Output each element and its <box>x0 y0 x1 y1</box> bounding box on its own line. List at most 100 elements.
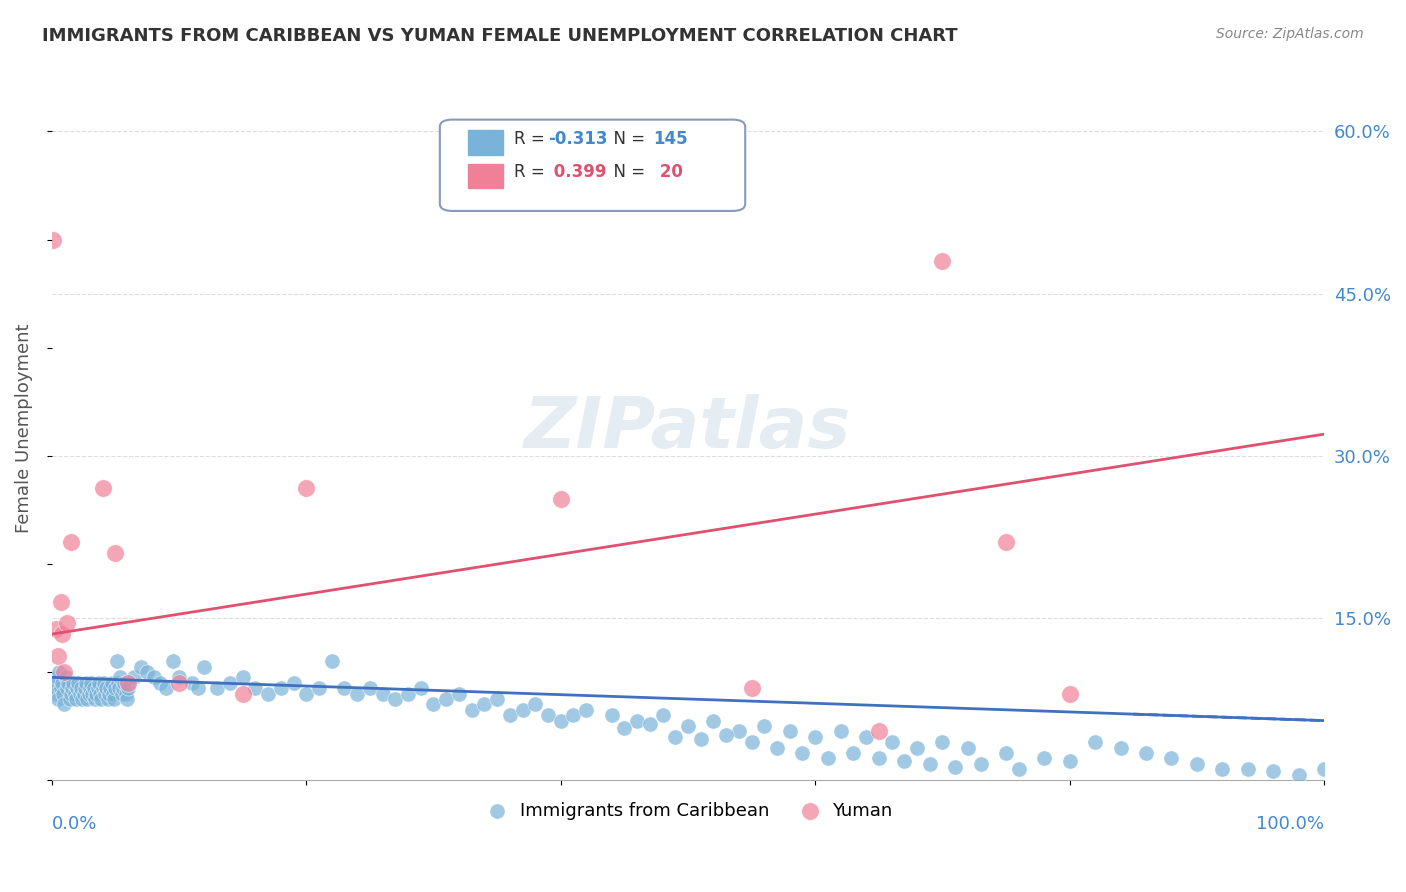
Immigrants from Caribbean <box>45 670 67 684</box>
Immigrants from Caribbean <box>792 746 814 760</box>
Immigrants from Caribbean <box>396 687 419 701</box>
Immigrants from Caribbean <box>84 692 107 706</box>
Immigrants from Caribbean <box>45 687 67 701</box>
Immigrants from Caribbean <box>65 692 87 706</box>
Immigrants from Caribbean <box>110 670 132 684</box>
Immigrants from Caribbean <box>205 681 228 695</box>
Immigrants from Caribbean <box>114 687 136 701</box>
Yuman <box>868 724 890 739</box>
Immigrants from Caribbean <box>359 681 381 695</box>
Immigrants from Caribbean <box>550 714 572 728</box>
Immigrants from Caribbean <box>60 681 83 695</box>
Immigrants from Caribbean <box>73 681 96 695</box>
Immigrants from Caribbean <box>98 687 121 701</box>
Immigrants from Caribbean <box>84 687 107 701</box>
Immigrants from Caribbean <box>96 681 118 695</box>
Yuman <box>45 622 67 636</box>
Immigrants from Caribbean <box>600 708 623 723</box>
Text: N =: N = <box>603 163 650 181</box>
Text: R =: R = <box>513 130 550 148</box>
Immigrants from Caribbean <box>562 708 585 723</box>
Yuman <box>550 491 572 506</box>
Text: -0.313: -0.313 <box>548 130 607 148</box>
Y-axis label: Female Unemployment: Female Unemployment <box>15 324 32 533</box>
Immigrants from Caribbean <box>111 687 134 701</box>
Text: ZIPatlas: ZIPatlas <box>524 394 852 463</box>
Immigrants from Caribbean <box>880 735 903 749</box>
Immigrants from Caribbean <box>384 692 406 706</box>
Immigrants from Caribbean <box>136 665 159 679</box>
Immigrants from Caribbean <box>486 692 509 706</box>
Yuman <box>232 687 254 701</box>
Yuman <box>995 535 1018 549</box>
Immigrants from Caribbean <box>830 724 852 739</box>
Immigrants from Caribbean <box>499 708 522 723</box>
Immigrants from Caribbean <box>931 735 953 749</box>
Immigrants from Caribbean <box>91 681 114 695</box>
Immigrants from Caribbean <box>51 675 73 690</box>
Immigrants from Caribbean <box>53 698 76 712</box>
Immigrants from Caribbean <box>918 756 941 771</box>
Immigrants from Caribbean <box>124 670 146 684</box>
Immigrants from Caribbean <box>664 730 686 744</box>
Immigrants from Caribbean <box>72 687 94 701</box>
Immigrants from Caribbean <box>333 681 356 695</box>
Immigrants from Caribbean <box>371 687 394 701</box>
Immigrants from Caribbean <box>270 681 292 695</box>
Yuman <box>931 254 953 268</box>
Immigrants from Caribbean <box>52 687 75 701</box>
Immigrants from Caribbean <box>613 721 636 735</box>
Immigrants from Caribbean <box>107 675 129 690</box>
Immigrants from Caribbean <box>893 754 915 768</box>
Immigrants from Caribbean <box>62 675 84 690</box>
Immigrants from Caribbean <box>295 687 318 701</box>
Immigrants from Caribbean <box>969 756 991 771</box>
Immigrants from Caribbean <box>87 675 110 690</box>
Immigrants from Caribbean <box>94 687 117 701</box>
Immigrants from Caribbean <box>162 654 184 668</box>
Yuman <box>295 481 318 495</box>
Yuman <box>1059 687 1081 701</box>
Yuman <box>104 546 127 560</box>
Yuman <box>117 675 139 690</box>
FancyBboxPatch shape <box>440 120 745 211</box>
Immigrants from Caribbean <box>905 740 928 755</box>
Immigrants from Caribbean <box>93 675 115 690</box>
Text: 20: 20 <box>654 163 682 181</box>
Yuman <box>53 665 76 679</box>
Immigrants from Caribbean <box>868 751 890 765</box>
Immigrants from Caribbean <box>779 724 801 739</box>
Immigrants from Caribbean <box>702 714 724 728</box>
Immigrants from Caribbean <box>77 687 100 701</box>
Immigrants from Caribbean <box>817 751 839 765</box>
Text: Source: ZipAtlas.com: Source: ZipAtlas.com <box>1216 27 1364 41</box>
Immigrants from Caribbean <box>101 687 124 701</box>
Immigrants from Caribbean <box>741 735 763 749</box>
Immigrants from Caribbean <box>409 681 432 695</box>
Yuman <box>56 616 79 631</box>
Immigrants from Caribbean <box>90 692 112 706</box>
Immigrants from Caribbean <box>112 675 135 690</box>
Immigrants from Caribbean <box>55 670 77 684</box>
Immigrants from Caribbean <box>524 698 547 712</box>
Immigrants from Caribbean <box>82 687 104 701</box>
Text: N =: N = <box>603 130 650 148</box>
Immigrants from Caribbean <box>308 681 330 695</box>
Immigrants from Caribbean <box>956 740 979 755</box>
Immigrants from Caribbean <box>638 716 661 731</box>
Immigrants from Caribbean <box>1313 762 1336 776</box>
Immigrants from Caribbean <box>472 698 495 712</box>
Immigrants from Caribbean <box>1160 751 1182 765</box>
Immigrants from Caribbean <box>855 730 877 744</box>
Immigrants from Caribbean <box>97 692 120 706</box>
Immigrants from Caribbean <box>155 681 177 695</box>
Immigrants from Caribbean <box>103 692 125 706</box>
Text: R =: R = <box>513 163 550 181</box>
Immigrants from Caribbean <box>422 698 444 712</box>
Yuman <box>167 675 190 690</box>
Immigrants from Caribbean <box>149 675 172 690</box>
Immigrants from Caribbean <box>714 728 737 742</box>
Immigrants from Caribbean <box>100 675 122 690</box>
Immigrants from Caribbean <box>129 659 152 673</box>
Immigrants from Caribbean <box>59 687 82 701</box>
